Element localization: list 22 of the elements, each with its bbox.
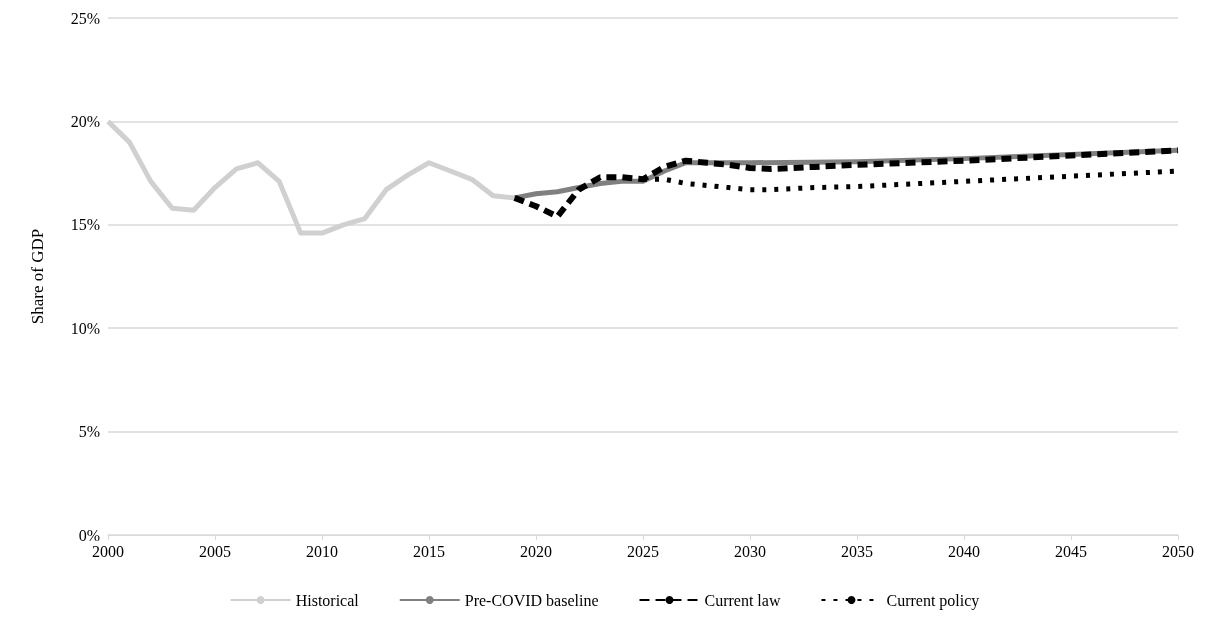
x-tick-label: 2020 <box>520 542 552 560</box>
x-tick-label: 2015 <box>413 542 445 560</box>
x-tick-label: 2050 <box>1162 542 1194 560</box>
x-tick-label: 2040 <box>948 542 980 560</box>
y-tick-label: 10% <box>70 319 100 337</box>
x-tick-label: 2035 <box>841 542 873 560</box>
legend-label: Current law <box>704 591 781 609</box>
x-tick-label: 2010 <box>306 542 338 560</box>
x-tick-label: 2045 <box>1055 542 1087 560</box>
legend-label: Historical <box>295 591 360 609</box>
y-tick-label: 25% <box>70 9 100 27</box>
x-tick-label: 2025 <box>627 542 659 560</box>
x-tick-label: 2005 <box>199 542 231 560</box>
x-tick-label: 2000 <box>92 542 124 560</box>
y-tick-label: 0% <box>78 526 100 544</box>
y-tick-label: 15% <box>70 216 100 234</box>
y-tick-label: 20% <box>70 112 100 130</box>
x-tick-label: 2030 <box>734 542 766 560</box>
y-axis-title: Share of GDP <box>28 228 47 325</box>
legend-label: Pre-COVID baseline <box>464 591 599 609</box>
legend-label: Current policy <box>886 591 980 610</box>
y-tick-label: 5% <box>78 423 100 441</box>
